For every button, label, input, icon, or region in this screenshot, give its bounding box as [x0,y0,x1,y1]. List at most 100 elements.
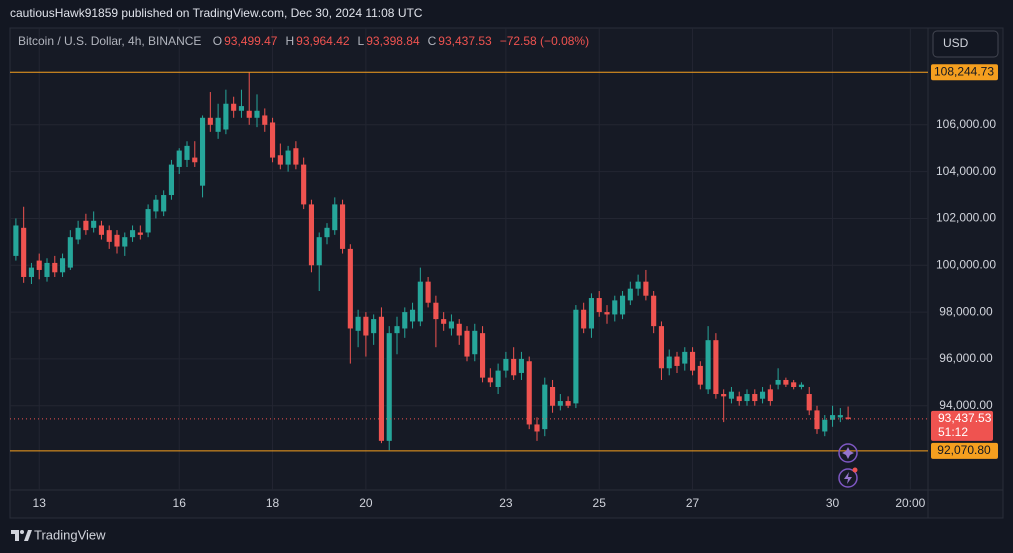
candle-body [822,419,828,432]
candle-body [573,309,579,404]
logo[interactable] [20,530,24,534]
candle-body [511,358,517,376]
candle-body [759,391,766,399]
candle-body [28,267,35,277]
currency-box[interactable] [932,30,999,58]
ohlc-key: L [357,34,365,48]
x-tick-label: 20:00 [895,496,925,510]
candle-body [596,298,602,313]
candle-body [308,204,315,266]
candle-body [534,424,540,432]
brand-logo[interactable] [11,530,32,541]
candle-body [301,164,307,205]
candle-body [277,155,283,165]
candle-body [145,209,151,233]
chart-panel [9,27,1004,519]
candle-body [433,302,439,320]
candle-body [565,401,571,406]
candle-body [98,225,105,235]
candle-body [775,379,781,385]
indicator-icons[interactable] [838,443,858,488]
candle-body [744,394,750,402]
horizontal-line-label-bg [931,442,998,459]
candle-body [137,232,143,235]
candle-body [651,295,657,327]
candle-body [122,237,128,247]
candle-body [689,351,696,371]
candle-body [207,117,213,125]
currency[interactable]: USD [943,36,969,50]
candle-body [425,281,431,303]
candle-body [215,117,221,132]
candle-body [542,384,548,430]
horizontal-line-label: 92,070.80 [937,443,991,457]
icon[interactable] [844,472,852,484]
candle-body [402,312,408,329]
candle-body [254,110,260,118]
candle-body [837,415,843,418]
candle-body [588,298,595,329]
candle-body [52,262,58,273]
candle-body [721,394,727,397]
candle-body [713,340,719,395]
candle-body [674,356,680,366]
candle-body [75,227,81,240]
legend: Bitcoin / U.S. Dollar, 4h, BINANCE O 93,4… [18,34,591,48]
candle-body [231,103,237,111]
candle-body [635,281,641,289]
candle-body [192,157,198,163]
y-tick-label: 98,000.00 [939,304,993,318]
candle-body [619,295,626,315]
ohlc-key: H [285,34,295,48]
candle-body [526,361,532,425]
x-tick-label: 13 [33,496,47,510]
candle-body [332,204,338,231]
candle-body [386,333,392,441]
candle-body [495,370,501,387]
candle-body [339,204,346,249]
candle-body [324,227,330,238]
candle-body [752,394,758,402]
candle-body [697,365,703,385]
candle-body [44,262,50,277]
candle-body [557,401,563,406]
y-tick-label: 106,000.00 [936,117,996,131]
candle-body [378,316,385,441]
brand[interactable]: TradingView [34,527,106,542]
ohlc-value: 93,398.84 [366,34,420,48]
candle-body [845,417,851,419]
icon[interactable] [838,443,858,463]
x-tick-label: 25 [593,496,607,510]
candle-body [464,330,470,357]
candle-body [666,356,672,369]
candle-body [518,358,525,373]
candle-body [682,351,688,364]
x-tick-label: 23 [499,496,513,510]
candle-body [791,382,797,387]
ohlc-value: 93,499.47 [224,34,278,48]
candle-body [355,316,361,331]
candle-body [581,309,587,329]
candle-body [767,389,773,402]
candle-body [829,415,836,420]
candle-body [59,258,66,273]
candle-body [199,117,206,186]
candle-body [417,281,423,322]
change: −72.58 (−0.08%) [499,34,590,48]
ohlc-key: C [427,34,437,48]
candle-body [472,330,478,355]
icon[interactable] [842,447,854,459]
icon[interactable] [838,468,858,488]
candle-body [36,260,42,270]
candle-body [627,288,633,301]
candle-body [394,326,400,334]
candle-body [13,225,19,256]
candle-body [91,220,97,228]
candle-body [806,394,812,411]
candle-body [293,148,299,165]
logo[interactable] [11,530,19,541]
y-tick-label: 102,000.00 [936,211,996,225]
logo[interactable] [24,530,32,541]
